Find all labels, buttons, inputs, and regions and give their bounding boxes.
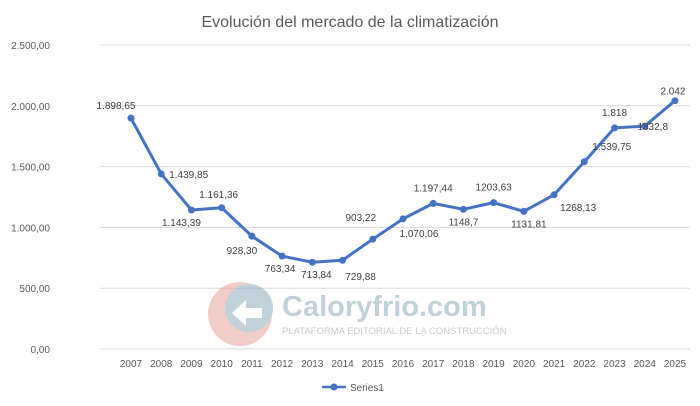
data-label: 713,84 xyxy=(301,270,332,281)
gridlines xyxy=(100,44,690,350)
data-point[interactable] xyxy=(641,122,649,130)
data-label: 1131,81 xyxy=(511,219,547,230)
data-point[interactable] xyxy=(157,170,165,178)
watermark-tagline: PLATAFORMA EDITORIAL DE LA CONSTRUCCIÓN xyxy=(282,326,507,337)
data-label: 1268,13 xyxy=(560,203,597,214)
x-tick-label: 2009 xyxy=(180,359,203,370)
data-label: 903,22 xyxy=(345,213,376,224)
caloryfrio-logo-watermark: Caloryfrio.com PLATAFORMA EDITORIAL DE L… xyxy=(208,282,507,346)
data-label: 1.898,65 xyxy=(97,101,136,112)
legend-label: Series1 xyxy=(350,383,384,394)
data-point[interactable] xyxy=(278,252,286,260)
x-tick-label: 2013 xyxy=(301,359,324,370)
x-tick-label: 2011 xyxy=(241,359,263,370)
x-tick-label: 2020 xyxy=(513,359,536,370)
x-tick-label: 2019 xyxy=(483,359,506,370)
data-point[interactable] xyxy=(490,199,498,207)
x-tick-label: 2007 xyxy=(120,359,143,370)
y-tick-label: 500,00 xyxy=(19,284,50,295)
data-label: 1148,7 xyxy=(448,217,478,228)
data-point[interactable] xyxy=(429,199,437,207)
data-label: 763,34 xyxy=(265,264,296,275)
x-tick-label: 2012 xyxy=(271,359,294,370)
data-point[interactable] xyxy=(218,204,226,212)
data-label: 1832,8 xyxy=(637,122,668,133)
data-label: 1.143,39 xyxy=(162,218,201,229)
data-point[interactable] xyxy=(399,215,407,223)
data-label: 1.070,06 xyxy=(400,229,439,240)
x-tick-label: 2017 xyxy=(422,359,445,370)
data-point[interactable] xyxy=(671,97,679,105)
x-axis-ticks: 2007 2008 2009 2010 2011 2012 2013 2014 2015 2016… xyxy=(120,359,687,370)
legend[interactable]: Series1 xyxy=(322,383,384,394)
data-point[interactable] xyxy=(248,232,256,240)
x-tick-label: 2008 xyxy=(150,359,173,370)
y-axis-ticks: 0,00 500,00 1.000,00 1.500,00 2.000,00 2.500,… xyxy=(11,41,50,356)
data-point[interactable] xyxy=(308,258,316,266)
y-tick-label: 2.500,00 xyxy=(11,41,50,52)
data-label: 1.161,36 xyxy=(199,190,238,201)
data-label: 1.197,44 xyxy=(414,183,453,194)
x-tick-label: 2025 xyxy=(664,359,687,370)
x-tick-label: 2024 xyxy=(634,359,657,370)
x-tick-label: 2016 xyxy=(392,359,415,370)
data-point[interactable] xyxy=(339,256,347,264)
data-point[interactable] xyxy=(369,235,377,243)
x-tick-label: 2021 xyxy=(543,359,566,370)
data-point[interactable] xyxy=(611,124,619,132)
data-label: 928,30 xyxy=(227,246,258,257)
data-point[interactable] xyxy=(550,191,558,199)
data-label: 1203,63 xyxy=(476,183,513,194)
data-label: 1.539,75 xyxy=(592,142,631,153)
data-label: 1.439,85 xyxy=(169,170,208,181)
x-tick-label: 2015 xyxy=(362,359,385,370)
data-point[interactable] xyxy=(459,205,467,213)
y-tick-label: 1.000,00 xyxy=(11,223,50,234)
data-point[interactable] xyxy=(127,114,135,122)
data-label: 2.042 xyxy=(660,87,685,98)
x-tick-label: 2022 xyxy=(573,359,596,370)
data-label: 729,88 xyxy=(345,272,376,283)
data-labels: 1.898,65 1.439,85 1.143,39 1.161,36 928,30 76… xyxy=(97,87,686,284)
x-tick-label: 2018 xyxy=(452,359,475,370)
x-tick-label: 2010 xyxy=(211,359,234,370)
y-tick-label: 2.000,00 xyxy=(11,102,50,113)
legend-marker xyxy=(330,383,338,391)
y-tick-label: 0,00 xyxy=(31,345,51,356)
x-tick-label: 2014 xyxy=(331,359,354,370)
watermark-brand: Caloryfrio.com xyxy=(282,291,487,323)
series-line xyxy=(127,97,679,266)
data-point[interactable] xyxy=(580,158,588,166)
data-label: 1.818 xyxy=(602,108,627,119)
data-point[interactable] xyxy=(520,207,528,215)
data-point[interactable] xyxy=(187,206,195,214)
chart-title: Evolución del mercado de la climatizació… xyxy=(201,14,498,31)
x-tick-label: 2023 xyxy=(603,359,626,370)
y-tick-label: 1.500,00 xyxy=(11,163,50,174)
